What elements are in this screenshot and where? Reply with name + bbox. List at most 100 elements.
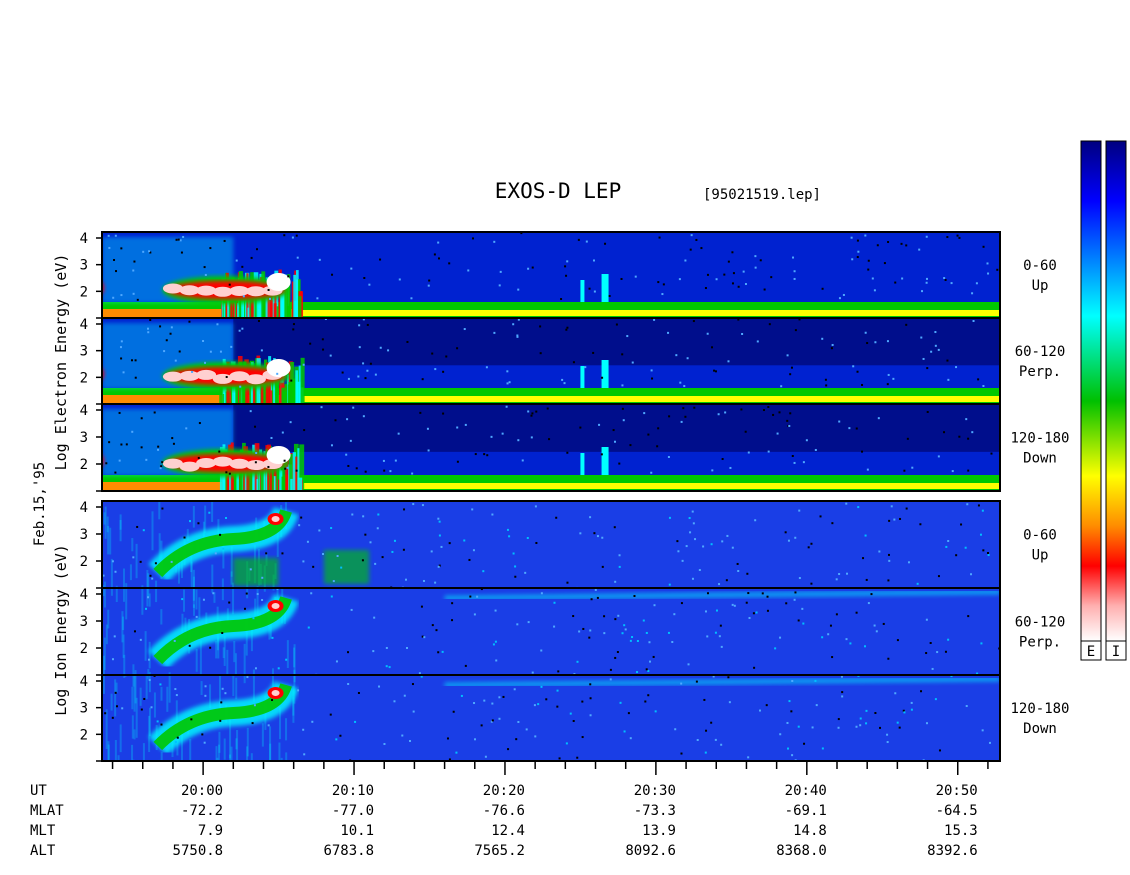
texture [929,642,932,645]
texture [284,467,287,470]
texture [875,630,878,633]
texture [791,754,794,757]
texture [406,647,409,650]
texture [297,477,303,491]
texture [349,439,352,442]
texture [120,340,123,343]
texture [464,423,467,426]
texture [292,328,295,331]
texture [148,715,151,753]
texture [174,741,177,744]
texture [202,339,205,342]
texture [293,483,1000,489]
texture [307,626,310,629]
texture [421,504,424,507]
texture [131,744,134,761]
texture [789,412,792,415]
texture [793,277,796,280]
texture [180,560,183,579]
texture [166,686,169,712]
texture [324,318,327,321]
texture [290,379,293,382]
texture [330,527,333,530]
texture [379,346,382,349]
texture [255,451,258,454]
texture [133,260,136,263]
texture [140,417,143,420]
texture [787,747,790,750]
texture [842,293,845,296]
texture [357,691,360,694]
texture [195,615,198,618]
texture [147,596,150,599]
texture [179,239,182,242]
texture [786,419,789,422]
texture [845,502,848,505]
texture [254,461,257,464]
ion-frame [101,500,1001,762]
texture [235,677,238,700]
texture [527,410,530,413]
texture [803,742,806,745]
x-axis-ticks [111,761,989,775]
texture [873,624,876,627]
texture [132,759,135,761]
texture [266,359,291,377]
texture [718,635,721,638]
texture [865,722,868,725]
texture [838,573,841,576]
texture [982,384,985,387]
texture [681,559,684,562]
texture [372,650,375,653]
texture [631,636,634,639]
texture [168,672,171,703]
texture [193,604,196,616]
texture [176,736,179,739]
texture [534,505,537,508]
texture [652,655,655,658]
texture [161,461,164,464]
texture [674,728,677,731]
texture [565,274,568,277]
texture [362,318,365,321]
texture [336,554,339,557]
texture [289,453,293,491]
texture [263,285,268,318]
texture [111,658,114,661]
texture [484,755,487,758]
texture [821,636,824,639]
texture [125,583,128,620]
ephemeris-value: -73.3 [634,803,676,819]
texture [557,670,560,673]
y-tick-label: 3 [80,258,88,274]
texture [758,709,761,712]
texture [346,418,349,421]
texture [103,581,106,608]
texture [499,270,502,273]
texture [786,354,789,357]
texture [850,236,853,239]
texture [874,712,877,715]
texture [785,602,788,605]
texture [905,244,908,247]
texture [276,372,279,375]
texture [857,250,860,253]
texture [170,560,173,563]
texture [840,675,843,678]
texture [271,668,274,688]
y-tick-label: 4 [80,231,88,247]
texture [593,290,596,293]
ion-spectrogram [102,501,1000,761]
texture [241,327,244,330]
texture [437,651,440,654]
texture [115,585,118,603]
texture [257,320,260,323]
texture [556,705,559,708]
texture [535,410,538,413]
ephemeris-value: -69.1 [785,803,827,819]
texture [501,432,504,435]
texture [247,307,250,318]
texture [190,718,193,721]
texture [566,581,569,584]
texture [527,267,530,270]
